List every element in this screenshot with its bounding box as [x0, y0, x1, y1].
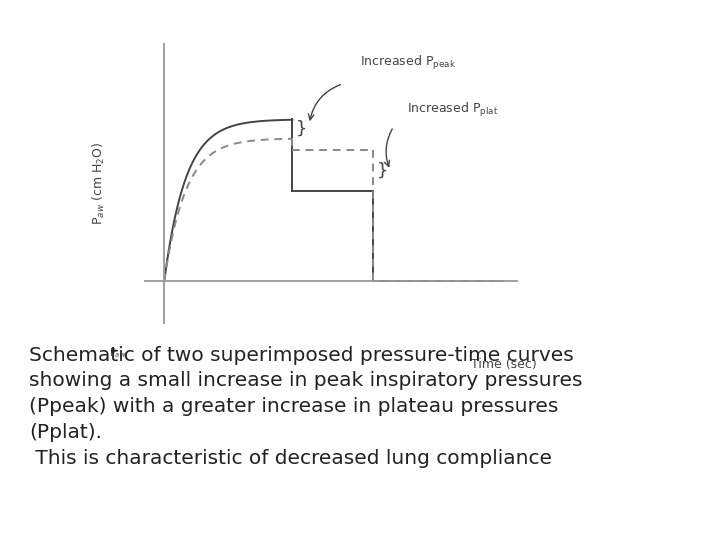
Text: P$_{aw}$ (cm H$_2$O): P$_{aw}$ (cm H$_2$O)	[91, 142, 107, 225]
Text: Schematic of two superimposed pressure-time curves
showing a small increase in p: Schematic of two superimposed pressure-t…	[29, 346, 582, 468]
Text: Time (sec): Time (sec)	[472, 357, 537, 370]
Text: Increased P$_{\rm plat}$: Increased P$_{\rm plat}$	[407, 102, 498, 119]
Text: }: }	[377, 161, 388, 179]
Text: }: }	[296, 120, 307, 138]
Text: Increased P$_{\rm peak}$: Increased P$_{\rm peak}$	[360, 54, 456, 72]
Text: P$_{aw}$: P$_{aw}$	[109, 347, 127, 360]
